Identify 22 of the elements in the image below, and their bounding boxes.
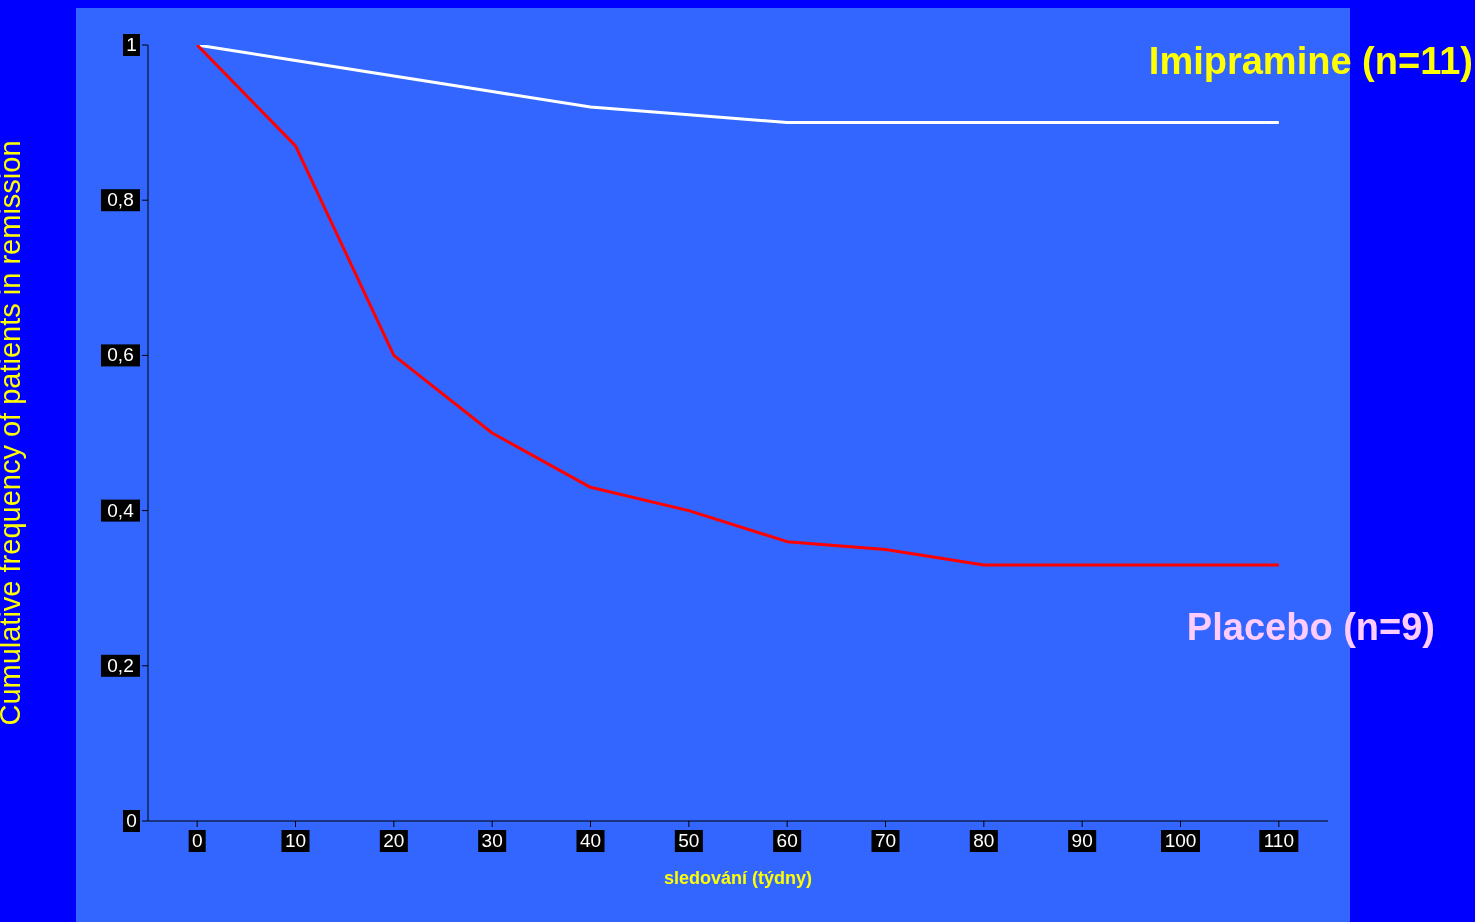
x-tick-label: 50 (678, 830, 700, 851)
x-tick-label: 60 (776, 830, 798, 851)
x-tick-label: 100 (1164, 830, 1197, 851)
y-tick-label: 0,6 (107, 344, 134, 366)
x-tick-label: 80 (973, 830, 995, 851)
x-tick-label: 30 (481, 830, 503, 851)
series-label: Imipramine (n=11) (1148, 40, 1473, 83)
y-tick-label: 0,2 (107, 654, 134, 676)
y-axis-title: Cumulative frequency of patients in remission (0, 140, 27, 726)
y-tick-label: 0,4 (107, 499, 135, 521)
x-tick-label: 70 (874, 830, 897, 851)
x-tick-label: 110 (1263, 830, 1294, 851)
x-tick-label: 0 (191, 830, 203, 851)
series-label: Placebo (n=9) (1186, 606, 1435, 649)
y-tick-label: 0 (126, 810, 137, 831)
x-tick-label: 20 (383, 830, 405, 851)
x-axis-title: sledování (týdny) (663, 868, 813, 888)
x-tick-label: 40 (579, 830, 602, 851)
x-tick-label: 10 (284, 830, 307, 851)
x-tick-label: 90 (1071, 830, 1093, 851)
y-tick-label: 1 (126, 34, 137, 55)
y-tick-label: 0,8 (107, 189, 134, 211)
